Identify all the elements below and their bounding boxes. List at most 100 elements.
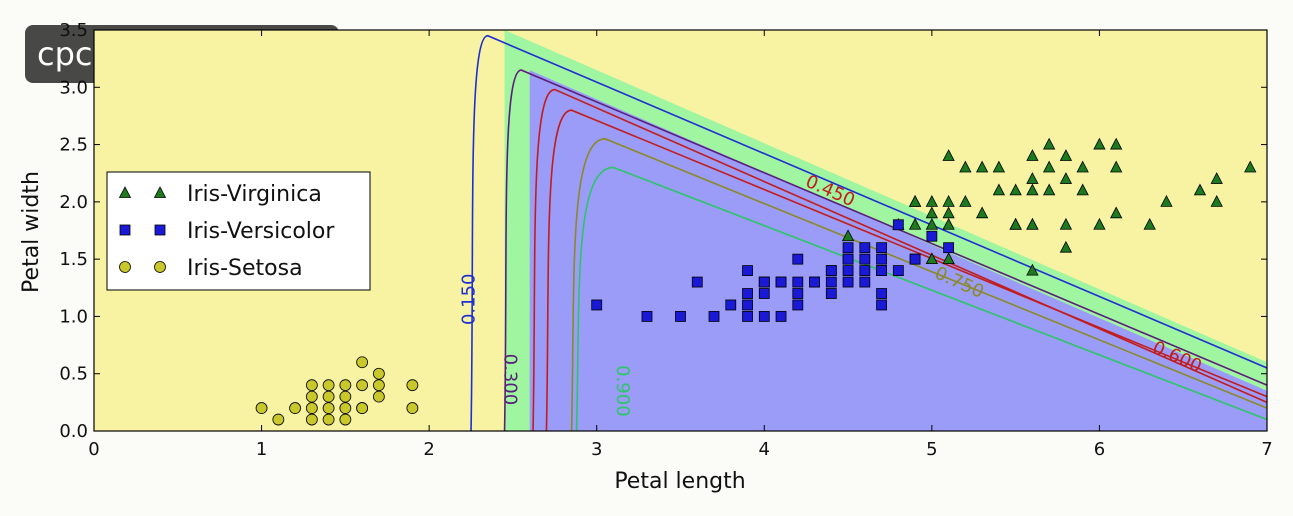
point-iris-versicolor <box>842 253 854 265</box>
point-iris-versicolor <box>892 265 904 277</box>
point-iris-setosa <box>406 379 419 392</box>
y-axis-ticks: 0.0 0.5 1.0 1.5 2.0 2.5 3.0 3.5 <box>59 20 1267 442</box>
contour-0.900 <box>575 166 1267 431</box>
legend-marker-iris-versicolor <box>119 224 131 236</box>
point-iris-virginica <box>925 252 939 265</box>
legend: Iris-Virginica Iris-Versicolor Iris-Setosa <box>106 171 371 291</box>
point-iris-virginica <box>1059 149 1073 161</box>
point-iris-virginica <box>992 160 1006 173</box>
point-iris-versicolor <box>876 288 887 299</box>
legend-marker-iris-versicolor <box>154 224 166 236</box>
y-axis-label: Petal width <box>19 171 44 293</box>
contour-label-0.300: 0.300 <box>500 354 521 406</box>
point-iris-versicolor <box>825 276 837 288</box>
point-iris-setosa <box>322 379 335 392</box>
point-iris-versicolor <box>725 299 737 311</box>
point-iris-virginica <box>925 206 939 219</box>
point-iris-setosa <box>305 402 318 414</box>
y-tick-label: 0.5 <box>59 364 88 385</box>
point-iris-versicolor <box>758 311 770 322</box>
point-iris-versicolor <box>892 219 904 231</box>
point-iris-virginica <box>992 183 1006 196</box>
point-iris-virginica <box>1210 172 1223 184</box>
point-iris-setosa <box>339 413 352 426</box>
point-iris-virginica <box>1210 194 1223 207</box>
point-iris-virginica <box>1009 183 1022 196</box>
point-iris-versicolor <box>943 242 955 254</box>
y-tick-label: 3.0 <box>59 77 88 98</box>
legend-marker-iris-setosa <box>119 261 131 273</box>
point-iris-virginica <box>1110 160 1123 173</box>
point-iris-setosa <box>305 390 318 403</box>
x-tick-label: 1 <box>256 439 267 460</box>
point-iris-versicolor <box>775 311 787 322</box>
point-iris-setosa <box>372 379 385 392</box>
data-points <box>255 137 1257 426</box>
point-iris-virginica <box>1026 149 1039 161</box>
point-iris-setosa <box>339 390 352 403</box>
point-iris-versicolor <box>859 242 871 254</box>
point-iris-versicolor <box>591 299 603 311</box>
point-iris-setosa <box>305 379 318 392</box>
point-iris-virginica <box>975 206 989 219</box>
point-iris-virginica <box>1110 206 1123 219</box>
point-iris-virginica <box>925 217 939 230</box>
point-iris-virginica <box>942 206 955 219</box>
point-iris-setosa <box>322 402 335 414</box>
plot-frame <box>93 29 1268 432</box>
point-iris-virginica <box>959 194 972 207</box>
point-iris-virginica <box>908 194 922 207</box>
point-iris-versicolor <box>859 265 871 277</box>
point-iris-setosa <box>372 390 385 403</box>
contour-0.300 <box>503 69 1267 431</box>
legend-label-iris-setosa: Iris-Setosa <box>187 256 303 281</box>
point-iris-versicolor <box>675 311 686 322</box>
point-iris-versicolor <box>876 253 887 265</box>
point-iris-setosa <box>255 402 268 414</box>
point-iris-virginica <box>959 160 972 173</box>
point-iris-versicolor <box>742 265 753 277</box>
point-iris-versicolor <box>775 276 787 288</box>
contour-label-0.150: 0.150 <box>458 273 479 325</box>
x-tick-label: 0 <box>88 439 99 460</box>
y-tick-label: 0.0 <box>59 421 88 442</box>
point-iris-setosa <box>339 379 352 392</box>
point-iris-virginica <box>908 217 922 230</box>
point-iris-versicolor <box>876 265 887 277</box>
point-iris-setosa <box>372 367 385 380</box>
point-iris-versicolor <box>876 242 887 254</box>
point-iris-versicolor <box>792 299 804 311</box>
point-iris-versicolor <box>758 288 770 299</box>
point-iris-virginica <box>1076 160 1089 173</box>
point-iris-versicolor <box>859 276 871 288</box>
point-iris-setosa <box>305 413 318 426</box>
point-iris-setosa <box>356 402 369 414</box>
point-iris-virginica <box>1193 183 1207 196</box>
legend-label-iris-virginica: Iris-Virginica <box>187 182 322 207</box>
point-iris-virginica <box>1244 160 1257 173</box>
point-iris-setosa <box>356 356 369 369</box>
point-iris-versicolor <box>825 265 837 277</box>
legend-marker-iris-virginica <box>118 186 132 198</box>
legend-marker-iris-setosa <box>154 261 166 273</box>
point-iris-versicolor <box>909 253 921 265</box>
point-iris-versicolor <box>809 276 820 288</box>
point-iris-versicolor <box>876 299 887 311</box>
legend-label-iris-versicolor: Iris-Versicolor <box>187 219 335 244</box>
point-iris-virginica <box>1059 172 1073 184</box>
x-axis-label: Petal length <box>614 469 745 494</box>
y-tick-label: 2.5 <box>59 135 88 156</box>
y-tick-label: 1.5 <box>59 249 88 270</box>
point-iris-virginica <box>975 160 989 173</box>
point-iris-setosa <box>406 402 419 414</box>
point-iris-versicolor <box>758 276 770 288</box>
point-iris-versicolor <box>842 276 854 288</box>
point-iris-versicolor <box>842 242 854 254</box>
point-iris-virginica <box>841 229 855 242</box>
x-tick-label: 3 <box>591 439 602 460</box>
point-iris-virginica <box>1042 160 1056 173</box>
point-iris-virginica <box>1026 217 1039 230</box>
point-iris-setosa <box>322 413 335 426</box>
point-iris-versicolor <box>792 276 804 288</box>
